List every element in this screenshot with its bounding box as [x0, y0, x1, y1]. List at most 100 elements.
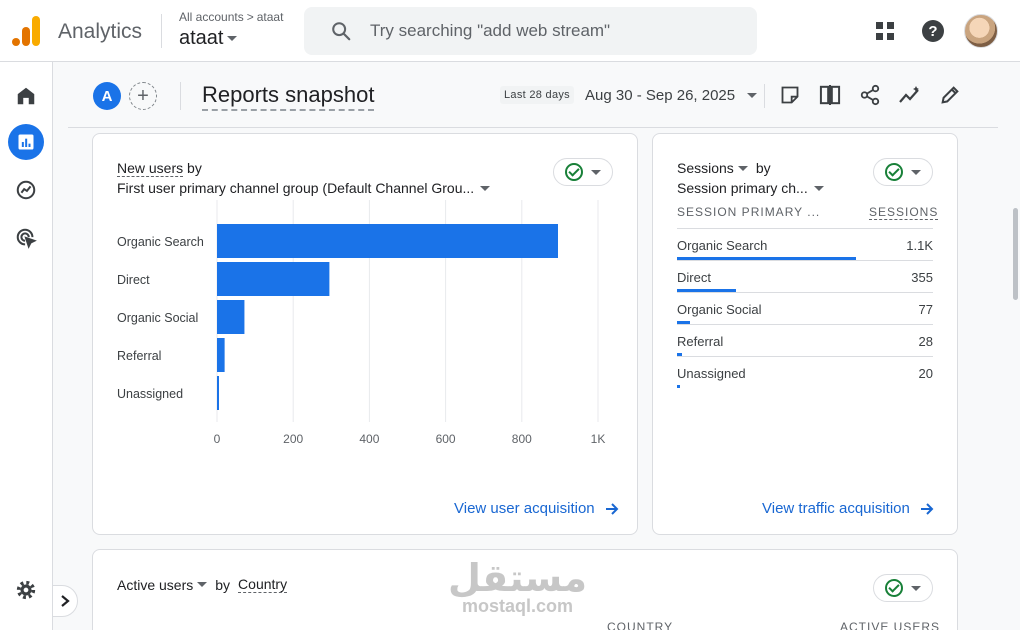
- comparison-badge[interactable]: A: [93, 82, 121, 110]
- date-range-selector[interactable]: Aug 30 - Sep 26, 2025: [585, 87, 758, 104]
- card-status-button[interactable]: [873, 158, 933, 186]
- account-breadcrumb[interactable]: All accounts > ataat: [179, 10, 283, 24]
- home-icon[interactable]: [8, 78, 44, 114]
- row-value: 28: [918, 334, 933, 349]
- bar[interactable]: [217, 376, 219, 410]
- annotation-icon[interactable]: [778, 83, 802, 107]
- advertising-icon[interactable]: [8, 220, 44, 256]
- category-label: Organic Social: [117, 311, 198, 325]
- dimension-selector[interactable]: Session primary ch...: [677, 180, 824, 196]
- table-row[interactable]: Organic Social 77: [677, 292, 933, 324]
- category-label: Direct: [117, 273, 150, 287]
- expand-nav-button[interactable]: [52, 585, 78, 617]
- check-circle-icon: [885, 163, 903, 181]
- account-name: ataat: [179, 27, 224, 49]
- category-label: Referral: [117, 349, 161, 363]
- x-tick-label: 400: [359, 432, 379, 446]
- row-bar: [677, 385, 681, 388]
- table-row[interactable]: Unassigned 20: [677, 356, 933, 388]
- row-bar: [677, 353, 683, 356]
- edit-icon[interactable]: [938, 83, 962, 107]
- by-text: by: [215, 576, 231, 593]
- dimension-selector[interactable]: Country: [238, 576, 288, 593]
- card-status-button[interactable]: [873, 574, 933, 602]
- category-label: Unassigned: [117, 387, 183, 401]
- date-preset-label[interactable]: Last 28 days: [500, 86, 574, 104]
- chevron-right-icon: >: [246, 10, 254, 24]
- column-header-country[interactable]: COUNTRY: [607, 620, 674, 630]
- card-status-button[interactable]: [553, 158, 613, 186]
- divider: [764, 84, 765, 108]
- top-bar: Analytics All accounts>ataat ataat ?: [0, 0, 1020, 62]
- row-bar: [677, 257, 857, 260]
- dimension-selector[interactable]: First user primary channel group (Defaul…: [117, 180, 491, 196]
- category-label: Organic Search: [117, 235, 204, 249]
- all-accounts-link[interactable]: All accounts: [179, 10, 244, 24]
- account-selector[interactable]: ataat: [179, 27, 238, 50]
- caret-down-icon: [227, 36, 238, 41]
- search-bar[interactable]: [304, 7, 757, 55]
- bar[interactable]: [217, 300, 245, 334]
- left-nav-rail: [0, 62, 53, 630]
- help-icon[interactable]: ?: [919, 17, 947, 45]
- row-bar: [677, 289, 736, 292]
- view-traffic-acquisition-link[interactable]: View traffic acquisition: [762, 500, 934, 517]
- add-comparison-icon[interactable]: +: [129, 82, 157, 110]
- page-title: Reports snapshot: [202, 82, 375, 111]
- arrow-right-icon: [920, 502, 934, 515]
- share-icon[interactable]: [858, 83, 882, 107]
- metric-selector[interactable]: Sessions: [677, 160, 734, 176]
- row-label: Organic Search: [677, 238, 768, 253]
- table-row[interactable]: Direct 355: [677, 260, 933, 292]
- x-tick-label: 600: [436, 432, 456, 446]
- by-text: by: [187, 160, 202, 176]
- search-icon: [332, 22, 351, 41]
- bar[interactable]: [217, 338, 225, 372]
- arrow-right-icon: [605, 502, 619, 515]
- caret-down-icon: [911, 585, 921, 591]
- row-label: Organic Social: [677, 302, 762, 317]
- row-label: Unassigned: [677, 366, 746, 381]
- analytics-logo-icon[interactable]: [12, 16, 40, 46]
- row-value: 20: [918, 366, 933, 381]
- insights-icon[interactable]: [898, 83, 922, 107]
- divider: [161, 14, 162, 48]
- dimension-label: Session primary ch...: [677, 180, 808, 196]
- svg-text:?: ?: [928, 23, 937, 40]
- table-row[interactable]: Referral 28: [677, 324, 933, 356]
- sessions-card: [652, 133, 958, 535]
- by-text: by: [755, 160, 771, 176]
- x-tick-label: 1K: [591, 432, 606, 446]
- view-user-acquisition-link[interactable]: View user acquisition: [454, 500, 619, 517]
- link-label: View user acquisition: [454, 500, 595, 517]
- bar[interactable]: [217, 224, 558, 258]
- table-row[interactable]: Organic Search 1.1K: [677, 228, 933, 260]
- column-header-active-users[interactable]: ACTIVE USERS: [840, 620, 941, 630]
- row-label: Direct: [677, 270, 711, 285]
- caret-down-icon: [591, 169, 601, 175]
- active-users-title: Active users by Country: [117, 576, 288, 593]
- check-circle-icon: [565, 163, 583, 181]
- metric-selector[interactable]: New users: [117, 160, 184, 177]
- column-header-sessions[interactable]: SESSIONS: [869, 205, 939, 220]
- avatar[interactable]: [964, 14, 998, 48]
- chevron-right-icon: [61, 595, 70, 607]
- caret-down-icon: [197, 582, 208, 587]
- apps-grid-icon[interactable]: [871, 17, 899, 45]
- reports-icon[interactable]: [8, 124, 44, 160]
- x-tick-label: 200: [283, 432, 303, 446]
- row-bar: [677, 321, 690, 324]
- caret-down-icon: [737, 165, 748, 171]
- new-users-bar-chart: 0 200 400 600 800 1K Organic Search Direct Organ…: [117, 200, 606, 446]
- scrollbar[interactable]: [1013, 208, 1018, 300]
- column-header-dimension[interactable]: SESSION PRIMARY ...: [677, 205, 821, 219]
- compare-icon[interactable]: [818, 83, 842, 107]
- settings-icon[interactable]: [8, 572, 44, 608]
- metric-selector[interactable]: Active users: [117, 576, 194, 593]
- row-value: 77: [918, 302, 933, 317]
- bar[interactable]: [217, 262, 330, 296]
- search-input[interactable]: [370, 21, 730, 41]
- link-label: View traffic acquisition: [762, 500, 910, 517]
- new-users-title: New users by: [117, 160, 202, 177]
- explore-icon[interactable]: [8, 172, 44, 208]
